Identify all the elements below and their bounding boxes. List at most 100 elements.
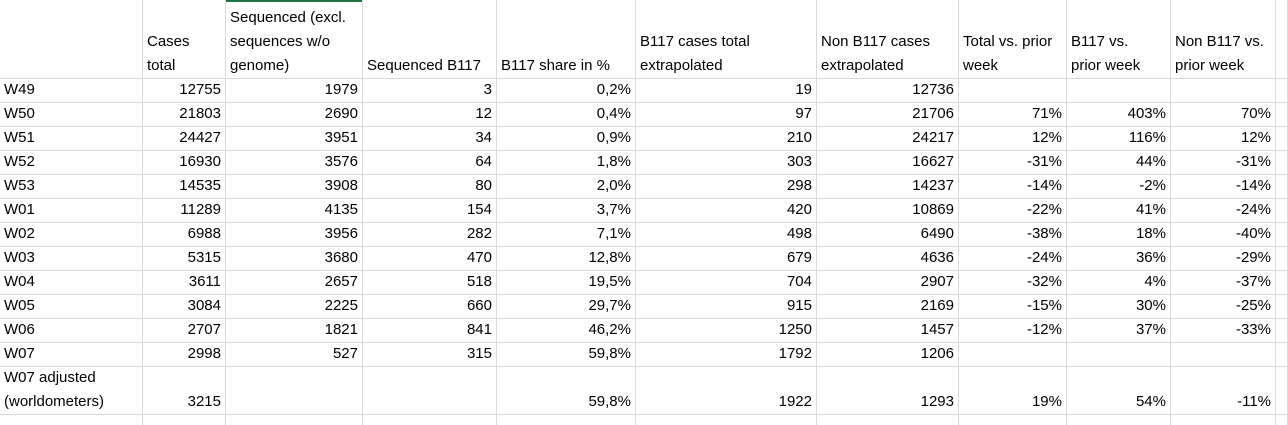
data-cell: 1293 <box>817 367 959 415</box>
empty-cell <box>959 415 1067 425</box>
cell-value: -11% <box>1237 393 1271 410</box>
data-cell: 679 <box>636 247 817 271</box>
cell-value: 2907 <box>920 273 954 290</box>
cell-value: -24% <box>1235 201 1271 218</box>
data-cell: 0,2% <box>497 79 636 103</box>
data-cell: 12755 <box>143 79 226 103</box>
empty-cell <box>1067 415 1171 425</box>
cell-value: 10869 <box>912 201 954 218</box>
cell-value: 3 <box>483 81 492 98</box>
data-cell <box>1276 367 1288 415</box>
data-cell: 470 <box>363 247 497 271</box>
cell-value: 518 <box>466 273 492 290</box>
cell-value: 5315 <box>187 249 221 266</box>
data-cell: -32% <box>959 271 1067 295</box>
empty-cell <box>817 415 959 425</box>
data-cell: 19% <box>959 367 1067 415</box>
row-label: W01 <box>0 199 143 223</box>
cell-value: 1922 <box>778 393 812 410</box>
data-cell: 2225 <box>226 295 363 319</box>
row-label-text: W06 <box>4 321 35 338</box>
data-cell: -14% <box>1171 175 1276 199</box>
data-cell: 21803 <box>143 103 226 127</box>
data-cell: 403% <box>1067 103 1171 127</box>
cell-value: 97 <box>795 105 812 122</box>
cell-value: -29% <box>1235 249 1271 266</box>
data-cell: 37% <box>1067 319 1171 343</box>
data-cell: -12% <box>959 319 1067 343</box>
data-cell: 19 <box>636 79 817 103</box>
cell-value: 2707 <box>187 321 221 338</box>
data-cell <box>1276 79 1288 103</box>
data-cell: -37% <box>1171 271 1276 295</box>
row-label: W53 <box>0 175 143 199</box>
cell-value: 14237 <box>912 177 954 194</box>
cell-value: 80 <box>475 177 492 194</box>
row-label-text: W50 <box>4 105 35 122</box>
data-cell: 97 <box>636 103 817 127</box>
header-text: genome) <box>230 57 290 74</box>
data-cell: 3956 <box>226 223 363 247</box>
cell-value: 24427 <box>179 129 221 146</box>
data-cell: 18% <box>1067 223 1171 247</box>
data-cell: -31% <box>1171 151 1276 175</box>
header-text: B117 vs. <box>1071 33 1129 50</box>
data-cell: 12,8% <box>497 247 636 271</box>
data-cell: 915 <box>636 295 817 319</box>
empty-cell <box>226 415 363 425</box>
cell-value: 3084 <box>187 297 221 314</box>
data-cell <box>1276 247 1288 271</box>
data-cell <box>1276 103 1288 127</box>
cell-value: -22% <box>1026 201 1062 218</box>
data-cell: 2690 <box>226 103 363 127</box>
cell-value: 1250 <box>778 321 812 338</box>
cell-value: 303 <box>786 153 812 170</box>
data-cell: 0,4% <box>497 103 636 127</box>
data-cell: 3 <box>363 79 497 103</box>
data-cell <box>363 367 497 415</box>
cell-value: 59,8% <box>588 345 631 362</box>
data-cell <box>1276 271 1288 295</box>
header-cell: Non B117 cases extrapolated <box>817 0 959 79</box>
cell-value: 6988 <box>187 225 221 242</box>
cell-value: 282 <box>466 225 492 242</box>
data-cell: 116% <box>1067 127 1171 151</box>
cell-value: -38% <box>1026 225 1062 242</box>
cell-value: 679 <box>786 249 812 266</box>
row-label-text: W07 <box>4 345 35 362</box>
data-cell: 36% <box>1067 247 1171 271</box>
cell-value: 1206 <box>920 345 954 362</box>
cell-value: 154 <box>466 201 492 218</box>
header-text: week <box>963 57 999 74</box>
cell-value: 29,7% <box>588 297 631 314</box>
data-cell <box>226 367 363 415</box>
cell-value: 3215 <box>187 393 221 410</box>
data-cell: 64 <box>363 151 497 175</box>
data-cell: 4135 <box>226 199 363 223</box>
cell-value: -40% <box>1235 225 1271 242</box>
cell-value: 403% <box>1127 105 1166 122</box>
cell-value: 1821 <box>324 321 358 338</box>
header-cell: B117 vs. prior week <box>1067 0 1171 79</box>
header-text: total <box>147 57 176 74</box>
data-cell <box>1276 295 1288 319</box>
data-cell: 2998 <box>143 343 226 367</box>
selection-border <box>226 0 363 2</box>
row-label-text: W53 <box>4 177 35 194</box>
header-text: Sequenced (excl. <box>230 9 346 26</box>
cell-value: 12736 <box>912 81 954 98</box>
data-cell: 16627 <box>817 151 959 175</box>
data-cell: -33% <box>1171 319 1276 343</box>
cell-value: 210 <box>786 129 812 146</box>
data-cell: 59,8% <box>497 367 636 415</box>
data-cell: 3576 <box>226 151 363 175</box>
data-cell: 2,0% <box>497 175 636 199</box>
cell-value: 1457 <box>920 321 954 338</box>
data-cell: 3611 <box>143 271 226 295</box>
data-cell: 1792 <box>636 343 817 367</box>
cell-value: -14% <box>1026 177 1062 194</box>
data-cell: 3215 <box>143 367 226 415</box>
data-cell: 12736 <box>817 79 959 103</box>
cell-value: 12% <box>1240 129 1271 146</box>
data-cell: 2657 <box>226 271 363 295</box>
